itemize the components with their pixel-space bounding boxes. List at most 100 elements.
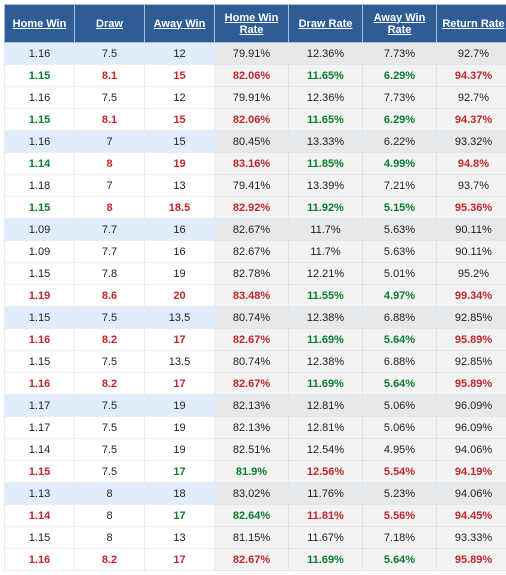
rate-cell: 5.54% bbox=[363, 461, 437, 483]
odds-cell: 8 bbox=[75, 527, 145, 549]
rate-cell: 12.54% bbox=[289, 439, 363, 461]
rate-cell: 95.89% bbox=[437, 329, 506, 351]
odds-cell: 1.19 bbox=[5, 285, 75, 307]
odds-cell: 1.16 bbox=[5, 43, 75, 65]
rate-cell: 79.91% bbox=[215, 87, 289, 109]
odds-cell: 1.15 bbox=[5, 307, 75, 329]
rate-cell: 96.09% bbox=[437, 395, 506, 417]
odds-cell: 15 bbox=[145, 65, 215, 87]
rate-cell: 12.36% bbox=[289, 87, 363, 109]
column-header[interactable]: Return Rate bbox=[437, 5, 506, 43]
table-row: 1.15818.582.92%11.92%5.15%95.36% bbox=[5, 197, 506, 219]
rate-cell: 80.74% bbox=[215, 307, 289, 329]
column-header[interactable]: Draw bbox=[75, 5, 145, 43]
odds-cell: 18 bbox=[145, 483, 215, 505]
rate-cell: 5.01% bbox=[363, 263, 437, 285]
odds-cell: 1.16 bbox=[5, 329, 75, 351]
table-row: 1.177.51982.13%12.81%5.06%96.09% bbox=[5, 417, 506, 439]
odds-cell: 15 bbox=[145, 131, 215, 153]
rate-cell: 83.02% bbox=[215, 483, 289, 505]
rate-cell: 6.88% bbox=[363, 351, 437, 373]
rate-cell: 92.7% bbox=[437, 87, 506, 109]
column-header[interactable]: Home Win bbox=[5, 5, 75, 43]
rate-cell: 4.97% bbox=[363, 285, 437, 307]
odds-cell: 17 bbox=[145, 505, 215, 527]
odds-cell: 1.09 bbox=[5, 219, 75, 241]
odds-cell: 1.15 bbox=[5, 263, 75, 285]
rate-cell: 94.37% bbox=[437, 109, 506, 131]
column-header[interactable]: Home Win Rate bbox=[215, 5, 289, 43]
odds-cell: 1.16 bbox=[5, 549, 75, 571]
rate-cell: 5.15% bbox=[363, 197, 437, 219]
rate-cell: 11.76% bbox=[289, 483, 363, 505]
rate-cell: 92.85% bbox=[437, 307, 506, 329]
odds-cell: 19 bbox=[145, 153, 215, 175]
rate-cell: 11.85% bbox=[289, 153, 363, 175]
odds-cell: 8.1 bbox=[75, 65, 145, 87]
rate-cell: 79.91% bbox=[215, 43, 289, 65]
column-header[interactable]: Away Win bbox=[145, 5, 215, 43]
rate-cell: 95.89% bbox=[437, 549, 506, 571]
rate-cell: 6.29% bbox=[363, 65, 437, 87]
rate-cell: 5.23% bbox=[363, 483, 437, 505]
odds-cell: 13 bbox=[145, 175, 215, 197]
odds-cell: 8 bbox=[75, 153, 145, 175]
odds-cell: 1.16 bbox=[5, 131, 75, 153]
rate-cell: 82.67% bbox=[215, 549, 289, 571]
rate-cell: 83.48% bbox=[215, 285, 289, 307]
odds-cell: 7.5 bbox=[75, 307, 145, 329]
odds-cell: 8.2 bbox=[75, 329, 145, 351]
odds-cell: 19 bbox=[145, 439, 215, 461]
rate-cell: 7.21% bbox=[363, 175, 437, 197]
odds-cell: 20 bbox=[145, 285, 215, 307]
rate-cell: 5.64% bbox=[363, 373, 437, 395]
rate-cell: 82.06% bbox=[215, 109, 289, 131]
odds-cell: 7.5 bbox=[75, 351, 145, 373]
rate-cell: 6.22% bbox=[363, 131, 437, 153]
odds-cell: 1.15 bbox=[5, 65, 75, 87]
odds-cell: 1.13 bbox=[5, 483, 75, 505]
odds-cell: 8.1 bbox=[75, 109, 145, 131]
odds-cell: 1.15 bbox=[5, 527, 75, 549]
rate-cell: 12.38% bbox=[289, 307, 363, 329]
column-header[interactable]: Draw Rate bbox=[289, 5, 363, 43]
rate-cell: 82.51% bbox=[215, 439, 289, 461]
rate-cell: 11.69% bbox=[289, 329, 363, 351]
rate-cell: 95.36% bbox=[437, 197, 506, 219]
rate-cell: 12.56% bbox=[289, 461, 363, 483]
rate-cell: 81.15% bbox=[215, 527, 289, 549]
odds-cell: 13.5 bbox=[145, 307, 215, 329]
table-row: 1.1871379.41%13.39%7.21%93.7% bbox=[5, 175, 506, 197]
odds-cell: 8 bbox=[75, 505, 145, 527]
odds-cell: 1.15 bbox=[5, 461, 75, 483]
odds-cell: 12 bbox=[145, 43, 215, 65]
table-row: 1.1581381.15%11.67%7.18%93.33% bbox=[5, 527, 506, 549]
table-row: 1.168.21782.67%11.69%5.64%95.89% bbox=[5, 373, 506, 395]
odds-cell: 1.15 bbox=[5, 351, 75, 373]
rate-cell: 82.67% bbox=[215, 219, 289, 241]
odds-cell: 7 bbox=[75, 131, 145, 153]
rate-cell: 13.33% bbox=[289, 131, 363, 153]
rate-cell: 79.41% bbox=[215, 175, 289, 197]
rate-cell: 7.73% bbox=[363, 87, 437, 109]
rate-cell: 12.81% bbox=[289, 417, 363, 439]
rate-cell: 93.32% bbox=[437, 131, 506, 153]
rate-cell: 82.67% bbox=[215, 373, 289, 395]
rate-cell: 92.7% bbox=[437, 43, 506, 65]
rate-cell: 83.16% bbox=[215, 153, 289, 175]
rate-cell: 11.7% bbox=[289, 241, 363, 263]
column-header[interactable]: Away Win Rate bbox=[363, 5, 437, 43]
odds-cell: 7 bbox=[75, 175, 145, 197]
table-row: 1.097.71682.67%11.7%5.63%90.11% bbox=[5, 241, 506, 263]
rate-cell: 90.11% bbox=[437, 241, 506, 263]
table-row: 1.167.51279.91%12.36%7.73%92.7% bbox=[5, 43, 506, 65]
rate-cell: 5.56% bbox=[363, 505, 437, 527]
odds-cell: 7.7 bbox=[75, 219, 145, 241]
table-row: 1.177.51982.13%12.81%5.06%96.09% bbox=[5, 395, 506, 417]
rate-cell: 94.06% bbox=[437, 483, 506, 505]
rate-cell: 12.81% bbox=[289, 395, 363, 417]
rate-cell: 13.39% bbox=[289, 175, 363, 197]
rate-cell: 80.74% bbox=[215, 351, 289, 373]
odds-cell: 1.15 bbox=[5, 197, 75, 219]
rate-cell: 11.65% bbox=[289, 65, 363, 87]
